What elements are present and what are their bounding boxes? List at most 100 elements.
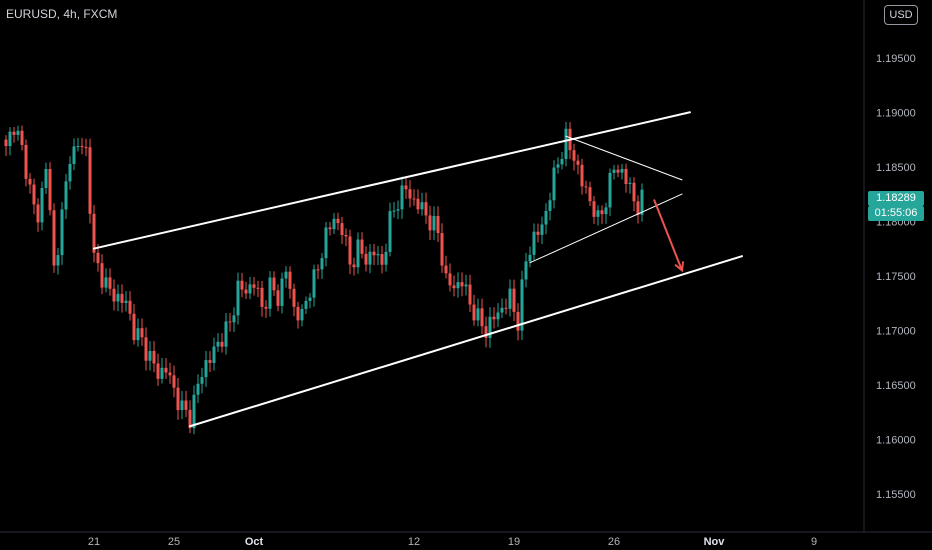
candle-body bbox=[496, 312, 500, 320]
candle-body bbox=[228, 321, 232, 323]
candle bbox=[296, 301, 300, 329]
candle-body bbox=[108, 277, 112, 289]
currency-button[interactable]: USD bbox=[884, 5, 918, 25]
candle bbox=[544, 203, 548, 235]
candle bbox=[572, 143, 576, 171]
candle bbox=[220, 333, 224, 353]
triangle-upper-line[interactable] bbox=[565, 135, 683, 181]
candle-body bbox=[168, 372, 172, 376]
channel-lower-line[interactable] bbox=[189, 255, 743, 428]
candle-body bbox=[184, 400, 188, 410]
candle-body bbox=[360, 239, 364, 254]
candle bbox=[392, 202, 396, 218]
candle-body bbox=[152, 350, 156, 364]
candle-body bbox=[348, 236, 352, 265]
candle bbox=[428, 205, 432, 240]
candle bbox=[256, 280, 260, 298]
candle bbox=[512, 279, 516, 322]
candle-body bbox=[456, 282, 460, 289]
candle-body bbox=[584, 186, 588, 188]
candle bbox=[460, 272, 464, 297]
candle bbox=[36, 198, 40, 232]
candle bbox=[284, 266, 288, 288]
candle-body bbox=[156, 363, 160, 379]
candle bbox=[224, 312, 228, 355]
candle bbox=[160, 357, 164, 384]
candle-body bbox=[16, 130, 20, 135]
candle-body bbox=[336, 218, 340, 224]
candle bbox=[304, 296, 308, 314]
candle-body bbox=[372, 251, 376, 256]
candle-body bbox=[292, 288, 296, 307]
candle bbox=[172, 365, 176, 398]
price-tick-label: 1.16500 bbox=[876, 380, 916, 392]
candle-body bbox=[112, 288, 116, 302]
candle-body bbox=[64, 181, 68, 210]
candle bbox=[136, 318, 140, 347]
candle-body bbox=[76, 146, 80, 148]
symbol-title[interactable]: EURUSD, 4h, FXCM bbox=[6, 7, 118, 21]
candle-body bbox=[408, 189, 412, 199]
time-tick-label: 9 bbox=[811, 536, 817, 548]
candle-body bbox=[24, 144, 28, 179]
candle bbox=[580, 158, 584, 195]
candle bbox=[604, 202, 608, 224]
time-axis[interactable]: 21 25 Oct 12 19 26 Nov 9 bbox=[88, 536, 817, 548]
channel-upper-line[interactable] bbox=[93, 111, 691, 250]
candle-body bbox=[424, 202, 428, 216]
candle bbox=[68, 156, 72, 190]
candle bbox=[168, 362, 172, 384]
candle bbox=[596, 205, 600, 226]
candle bbox=[444, 255, 448, 279]
candle bbox=[84, 138, 88, 157]
candle bbox=[140, 318, 144, 346]
candle-body bbox=[428, 215, 432, 231]
candle-body bbox=[236, 280, 240, 316]
candle bbox=[252, 277, 256, 296]
candle bbox=[228, 313, 232, 332]
candle bbox=[576, 154, 580, 175]
candle bbox=[108, 268, 112, 296]
candle-body bbox=[608, 172, 612, 208]
candle bbox=[368, 244, 372, 274]
candle-body bbox=[176, 387, 180, 411]
candle-body bbox=[504, 307, 508, 309]
candle-body bbox=[416, 198, 420, 210]
candle-body bbox=[596, 210, 600, 217]
candle-body bbox=[140, 328, 144, 338]
candle bbox=[272, 271, 276, 297]
down-arrow-line[interactable] bbox=[653, 199, 683, 271]
candle-body bbox=[116, 293, 120, 302]
candle bbox=[500, 298, 504, 319]
candle bbox=[528, 246, 532, 268]
candle-body bbox=[280, 278, 284, 306]
bar-countdown-tag: 01:55:06 bbox=[868, 206, 924, 221]
candle bbox=[556, 157, 560, 174]
price-tick-label: 1.15500 bbox=[876, 489, 916, 501]
price-tick-label: 1.19500 bbox=[876, 53, 916, 65]
candle-body bbox=[376, 254, 380, 256]
candle bbox=[592, 195, 596, 224]
candle-body bbox=[412, 198, 416, 200]
candle-body bbox=[432, 215, 436, 231]
candle bbox=[192, 385, 196, 435]
candle-body bbox=[264, 306, 268, 309]
candle bbox=[276, 284, 280, 312]
candle bbox=[188, 400, 192, 434]
candle-body bbox=[500, 307, 504, 313]
candle bbox=[424, 192, 428, 224]
candle-body bbox=[452, 285, 456, 289]
candle bbox=[60, 202, 64, 265]
candle bbox=[440, 223, 444, 273]
candle-body bbox=[388, 211, 392, 252]
candle-body bbox=[492, 316, 496, 320]
candle bbox=[80, 137, 84, 155]
candle bbox=[112, 279, 116, 311]
candle-body bbox=[340, 223, 344, 236]
candle-body bbox=[460, 282, 464, 287]
candle bbox=[288, 266, 292, 299]
candle-body bbox=[576, 160, 580, 165]
candle-body bbox=[536, 231, 540, 235]
candle bbox=[400, 176, 404, 219]
